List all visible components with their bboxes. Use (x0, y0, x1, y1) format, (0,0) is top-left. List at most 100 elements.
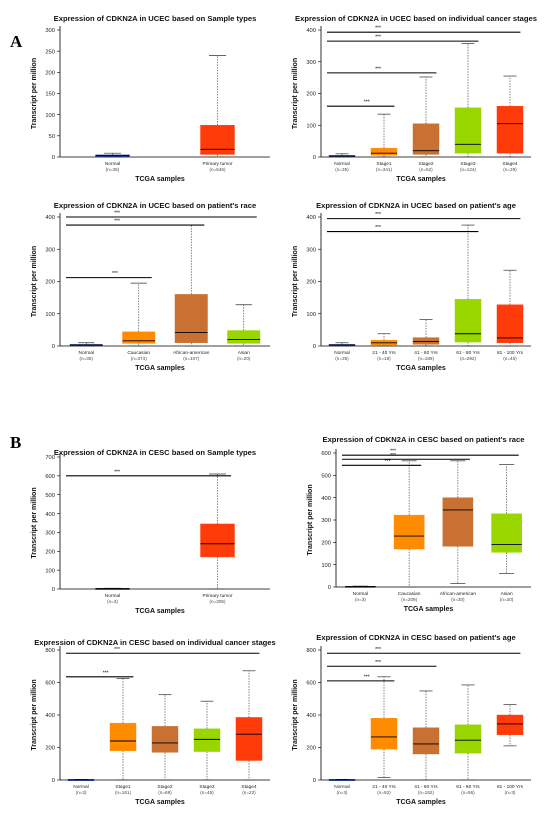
box-normal (328, 778, 356, 781)
y-axis-label: Transcript per million (292, 679, 299, 750)
x-tick-label: 61 - 80 Yrs (456, 350, 480, 356)
x-count-label: (n=35) (335, 356, 349, 361)
box-african-american (174, 224, 208, 347)
box-asian (227, 304, 261, 347)
x-count-label: (n=20) (237, 356, 251, 361)
x-count-label: (n=305) (210, 599, 226, 604)
box-caucasian (122, 282, 156, 347)
box-body (193, 728, 221, 752)
y-tick-label: 500 (321, 474, 331, 480)
y-tick-label: 0 (52, 344, 55, 350)
box-stage2 (151, 694, 179, 781)
significance-label: *** (385, 459, 391, 465)
panel-letter-a: A (10, 32, 23, 51)
x-count-label: (n=124) (460, 167, 476, 172)
significance-label: *** (114, 211, 120, 217)
significance-label: *** (375, 212, 381, 218)
x-tick-label: African-american (440, 591, 477, 597)
chart-title: Expression of CDKN2A in UCEC based on Sa… (54, 14, 257, 23)
chart-title: Expression of CDKN2A in CESC based on pa… (323, 435, 525, 444)
x-tick-label: 21 - 40 Yrs (372, 784, 396, 790)
box-body (200, 523, 235, 558)
x-count-label: (n=3) (76, 790, 87, 795)
box-body (200, 125, 235, 155)
x-tick-label: Normal (353, 591, 368, 597)
y-tick-label: 0 (52, 587, 55, 593)
y-tick-label: 800 (306, 648, 316, 654)
significance-label: *** (390, 449, 396, 455)
x-count-label: (n=374) (131, 356, 147, 361)
x-tick-label: Normal (79, 350, 94, 356)
x-axis-label: TCGA samples (135, 608, 185, 615)
y-tick-label: 0 (52, 778, 55, 784)
box-body (174, 294, 208, 343)
y-tick-label: 600 (321, 451, 331, 457)
chart-1: Expression of CDKN2A in UCEC based on Sa… (31, 14, 270, 183)
box-stage3 (454, 43, 482, 158)
x-count-label: (n=20) (500, 597, 514, 602)
x-count-label: (n=45) (503, 356, 517, 361)
y-tick-label: 200 (321, 541, 331, 547)
box-stage1 (109, 678, 137, 781)
x-count-label: (n=30) (451, 597, 465, 602)
y-tick-label: 200 (45, 746, 55, 752)
box-body (151, 726, 179, 753)
box-normal (95, 152, 130, 158)
y-tick-label: 100 (321, 563, 331, 569)
y-tick-label: 0 (313, 778, 316, 784)
x-count-label: (n=92) (377, 790, 391, 795)
box-61-80-yrs (454, 684, 482, 781)
x-tick-label: Stage3 (460, 161, 476, 167)
x-tick-label: Normal (334, 784, 349, 790)
box-41-60-yrs (412, 319, 440, 347)
y-tick-label: 300 (306, 247, 316, 253)
x-tick-label: Asian (501, 591, 513, 597)
x-count-label: (n=18) (377, 356, 391, 361)
y-tick-label: 200 (45, 280, 55, 286)
significance-label: *** (114, 219, 120, 225)
x-axis-label: TCGA samples (135, 176, 185, 183)
x-tick-label: 61 - 80 Yrs (456, 784, 480, 790)
box-stage2 (412, 76, 440, 158)
y-tick-label: 400 (306, 713, 316, 719)
box-primary-tumor (200, 55, 235, 158)
box-normal (328, 342, 356, 347)
box-body (412, 727, 440, 755)
box-body (412, 123, 440, 155)
box-81-100-yrs (496, 269, 524, 347)
box-body (491, 513, 522, 553)
chart-title: Expression of CDKN2A in UCEC based on in… (295, 14, 537, 23)
x-tick-label: Stage4 (241, 784, 257, 790)
x-tick-label: African-american (173, 350, 210, 356)
y-tick-label: 300 (321, 518, 331, 524)
x-count-label: (n=22) (242, 790, 256, 795)
chart-title: Expression of CDKN2A in CESC based on Sa… (54, 448, 256, 457)
x-count-label: (n=46) (200, 790, 214, 795)
y-tick-label: 0 (313, 344, 316, 350)
significance-label: *** (375, 26, 381, 32)
box-body (370, 147, 398, 156)
y-tick-label: 700 (45, 455, 55, 461)
box-stage4 (235, 670, 263, 781)
box-asian (491, 464, 522, 574)
x-count-label: (n=3) (355, 597, 366, 602)
y-tick-label: 800 (45, 648, 55, 654)
x-tick-label: 81 - 100 Yrs (497, 350, 524, 356)
y-tick-label: 200 (306, 92, 316, 98)
significance-label: *** (114, 469, 120, 475)
chart-title: Expression of CDKN2A in UCEC based on pa… (316, 201, 516, 210)
box-21-40-yrs (370, 676, 398, 778)
x-count-label: (n=152) (418, 790, 434, 795)
y-axis-label: Transcript per million (31, 58, 38, 129)
x-tick-label: Normal (105, 161, 120, 167)
y-tick-label: 600 (45, 681, 55, 687)
y-tick-label: 200 (306, 746, 316, 752)
x-tick-label: Normal (334, 161, 349, 167)
panel-letter-b: B (10, 433, 22, 452)
significance-label: *** (114, 647, 120, 653)
y-tick-label: 100 (45, 113, 55, 119)
chart-title: Expression of CDKN2A in CESC based on in… (34, 638, 276, 647)
y-tick-label: 500 (45, 493, 55, 499)
y-axis-label: Transcript per million (31, 679, 38, 750)
